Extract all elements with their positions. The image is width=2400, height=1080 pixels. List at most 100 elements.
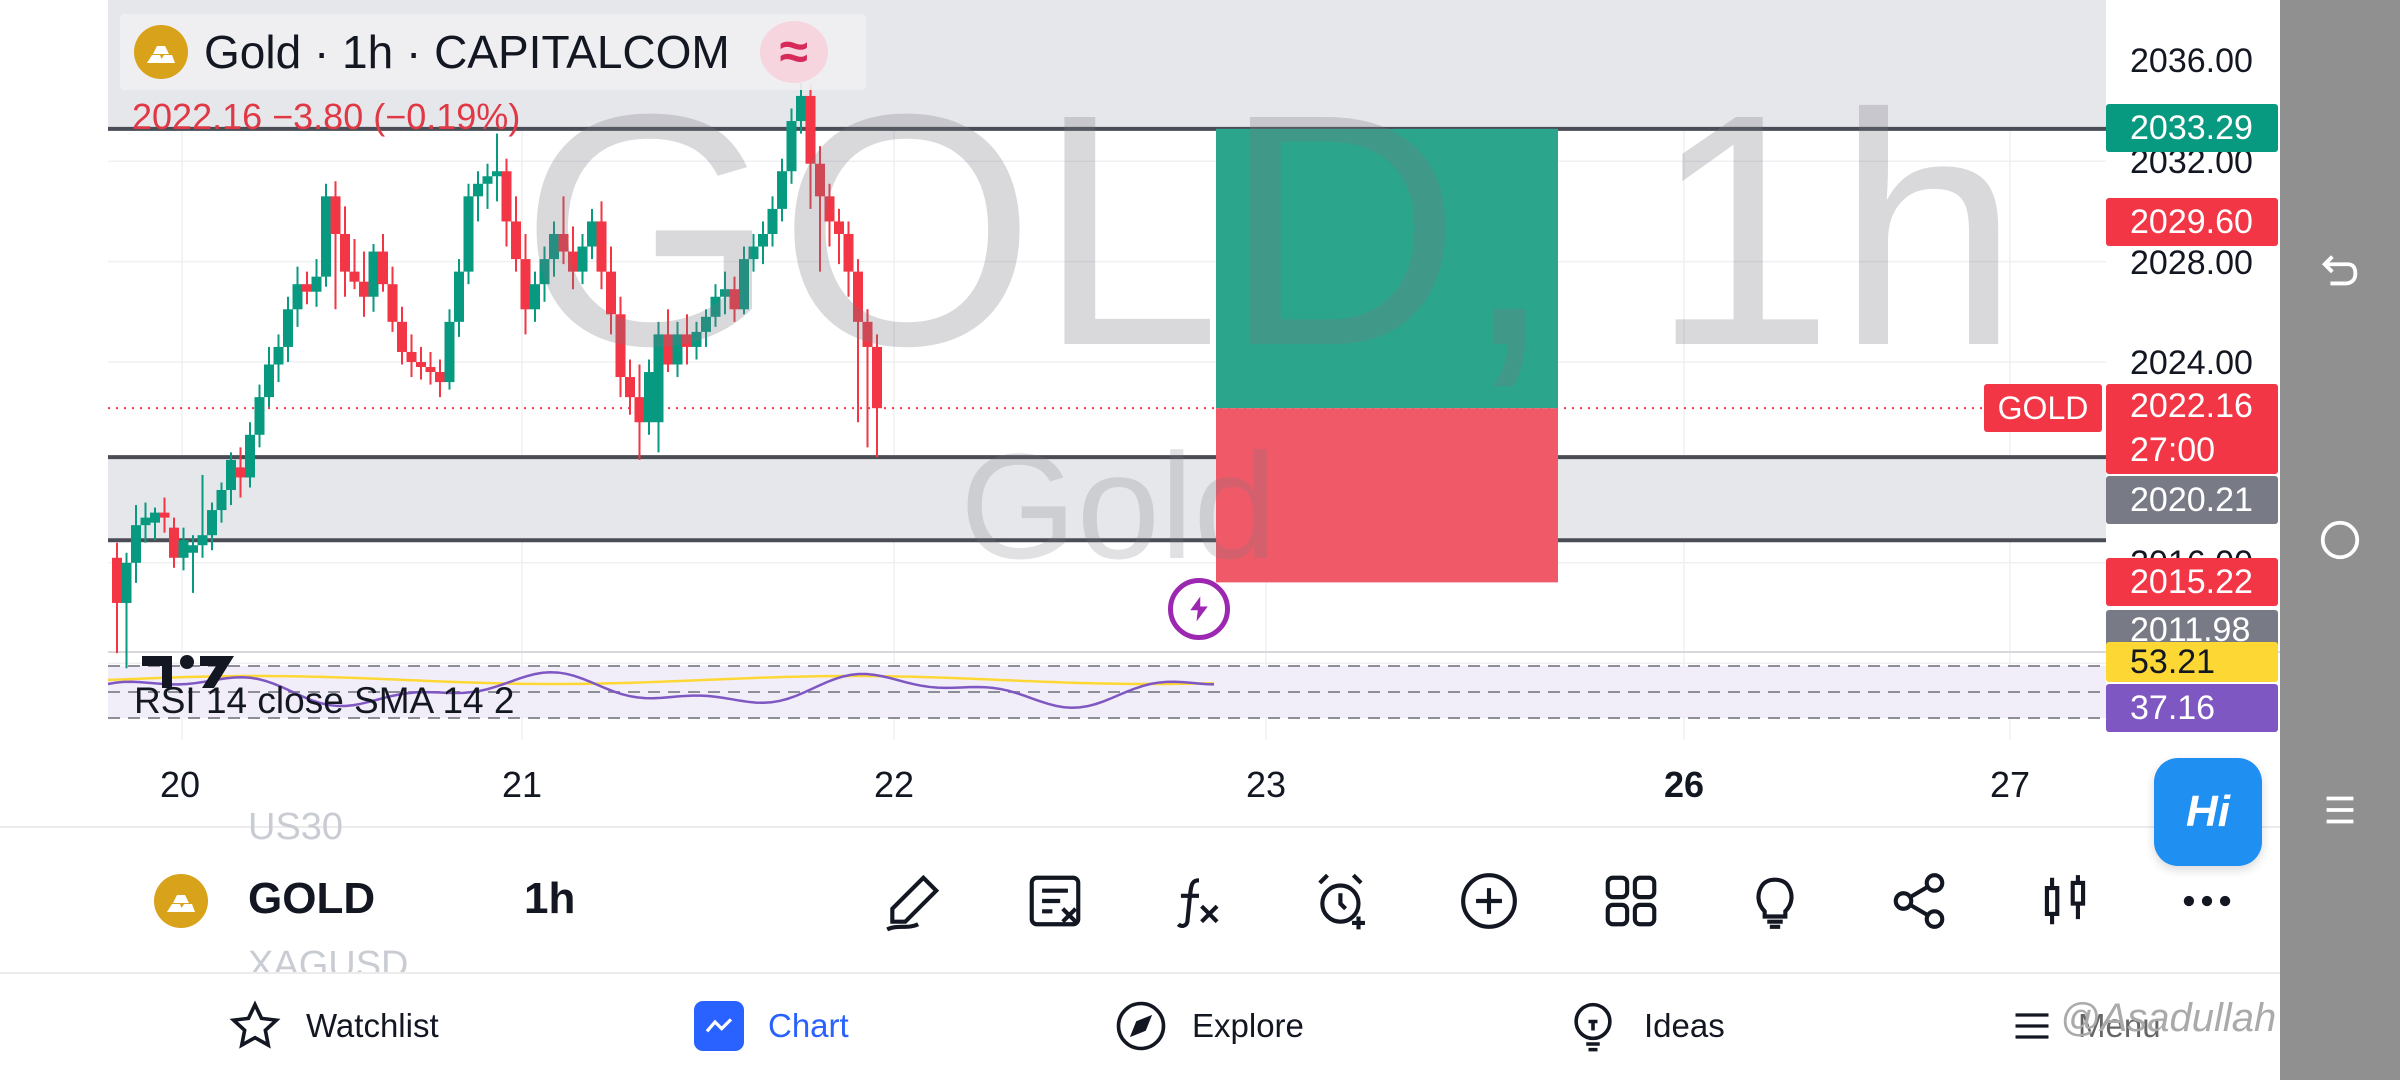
candle-body bbox=[463, 196, 474, 272]
candle-body bbox=[587, 221, 597, 247]
candle-body bbox=[226, 459, 236, 491]
red-price-tag: 2029.60 bbox=[2106, 198, 2278, 246]
candle-body bbox=[159, 512, 170, 518]
candle-body bbox=[397, 321, 407, 352]
layouts-icon[interactable] bbox=[1596, 866, 1666, 936]
candle-body bbox=[492, 171, 502, 177]
candle-body bbox=[254, 397, 265, 435]
long-position-loss-zone bbox=[1216, 408, 1558, 583]
assistant-hi-button[interactable]: Hi bbox=[2154, 758, 2262, 866]
candle-body bbox=[207, 510, 217, 536]
nav-label: Explore bbox=[1192, 1007, 1304, 1044]
candle-body bbox=[387, 284, 398, 322]
last-price: 2022.16 bbox=[2130, 387, 2253, 425]
recents-icon[interactable] bbox=[2310, 780, 2370, 840]
nav-ideas[interactable]: Ideas bbox=[1566, 996, 1725, 1056]
candle-body bbox=[549, 233, 559, 260]
rsi-value-tag: 37.16 bbox=[2106, 684, 2278, 732]
compare-wave-icon[interactable]: ≈ bbox=[759, 21, 828, 83]
candle-body bbox=[406, 351, 417, 362]
candle-body bbox=[473, 183, 483, 197]
candle-type-icon[interactable] bbox=[2030, 866, 2100, 936]
bar-countdown: 27:00 bbox=[2130, 431, 2216, 469]
nav-label: Watchlist bbox=[306, 1007, 439, 1044]
candle-body bbox=[378, 251, 388, 285]
bulb-icon bbox=[1574, 1002, 1612, 1052]
candle-body bbox=[663, 334, 673, 365]
candle-body bbox=[245, 434, 255, 478]
price-axis-label: 2024.00 bbox=[2130, 344, 2253, 382]
lightning-event-icon[interactable] bbox=[1168, 578, 1230, 640]
candle-body bbox=[691, 331, 702, 347]
candle-body bbox=[368, 251, 379, 297]
candle-body bbox=[311, 276, 322, 292]
candle-body bbox=[150, 512, 160, 523]
more-icon[interactable] bbox=[2172, 866, 2242, 936]
add-icon[interactable] bbox=[1454, 866, 1524, 936]
candle-body bbox=[520, 259, 531, 310]
chart-line-icon bbox=[694, 1001, 744, 1051]
candle-body bbox=[653, 334, 664, 423]
chart-area[interactable]: GOLD, 1h Gold Gold · 1h · CAPITALCOM ≈ 2… bbox=[0, 0, 2280, 830]
system-side-navigation bbox=[2280, 0, 2400, 1080]
price-change: 2022.16 −3.80 (−0.19%) bbox=[132, 96, 521, 137]
rsi-indicator-label[interactable]: RSI 14 close SMA 14 2 bbox=[134, 680, 515, 721]
ideas-bulb-icon[interactable] bbox=[1740, 866, 1810, 936]
candle-body bbox=[729, 289, 740, 310]
candle-body bbox=[539, 259, 550, 285]
symbol-selector[interactable]: GOLD bbox=[248, 874, 376, 923]
candle-body bbox=[216, 490, 227, 511]
candle-body bbox=[169, 527, 179, 558]
candle-body bbox=[131, 525, 141, 563]
candle-body bbox=[482, 176, 493, 184]
candle-body bbox=[530, 284, 540, 310]
long-position-profit-zone bbox=[1216, 128, 1558, 409]
indicators-fx-icon[interactable] bbox=[1164, 866, 1234, 936]
candle-body bbox=[330, 196, 341, 234]
candle-body bbox=[501, 171, 512, 222]
nav-watchlist[interactable]: Watchlist bbox=[228, 996, 439, 1056]
interval-selector[interactable]: 1h bbox=[524, 874, 576, 923]
candle-body bbox=[777, 171, 787, 209]
gold-coin-icon bbox=[134, 25, 188, 79]
symbol-legend[interactable]: Gold · 1h · CAPITALCOM ≈ bbox=[120, 14, 866, 90]
nav-chart[interactable]: Chart bbox=[694, 996, 849, 1056]
candle-body bbox=[197, 535, 208, 546]
candle-body bbox=[682, 334, 692, 347]
pencil-icon[interactable] bbox=[878, 866, 948, 936]
candle-body bbox=[615, 314, 626, 378]
compass-icon bbox=[1116, 1001, 1166, 1051]
time-axis-label: 26 bbox=[1664, 764, 1705, 805]
assistant-label: Hi bbox=[2186, 787, 2230, 836]
candle-body bbox=[188, 545, 198, 553]
home-icon[interactable] bbox=[2310, 510, 2370, 570]
back-icon[interactable] bbox=[2310, 240, 2370, 300]
candle-body bbox=[805, 95, 816, 164]
candle-body bbox=[862, 321, 873, 347]
take-profit-price-tag: 2033.29 bbox=[2106, 104, 2278, 152]
candle-body bbox=[672, 334, 683, 365]
watchlist-peek-above[interactable]: US30 bbox=[248, 806, 344, 848]
last-price-tag: 2022.16 27:00 bbox=[2106, 384, 2278, 474]
nav-menu[interactable]: Menu bbox=[2010, 996, 2161, 1056]
clear-drawings-icon[interactable] bbox=[1020, 866, 1090, 936]
gold-coin-icon[interactable] bbox=[154, 874, 208, 928]
level-price-tag: 2020.21 bbox=[2106, 476, 2278, 524]
rsi-line bbox=[107, 670, 1215, 710]
share-icon[interactable] bbox=[1884, 866, 1954, 936]
candle-body bbox=[349, 271, 360, 282]
candle-body bbox=[634, 397, 645, 423]
candle-body bbox=[321, 196, 331, 277]
candle-body bbox=[425, 367, 436, 373]
candle-body bbox=[748, 246, 759, 260]
candle-body bbox=[834, 221, 844, 234]
candle-body bbox=[112, 557, 122, 603]
menu-icon bbox=[2015, 1013, 2049, 1039]
add-alert-icon[interactable] bbox=[1308, 866, 1378, 936]
candle-body bbox=[758, 233, 768, 247]
nav-explore[interactable]: Explore bbox=[1114, 996, 1304, 1056]
candle-body bbox=[720, 289, 730, 297]
candle-body bbox=[444, 321, 455, 383]
candle-body bbox=[606, 271, 616, 315]
candle-body bbox=[511, 221, 521, 260]
